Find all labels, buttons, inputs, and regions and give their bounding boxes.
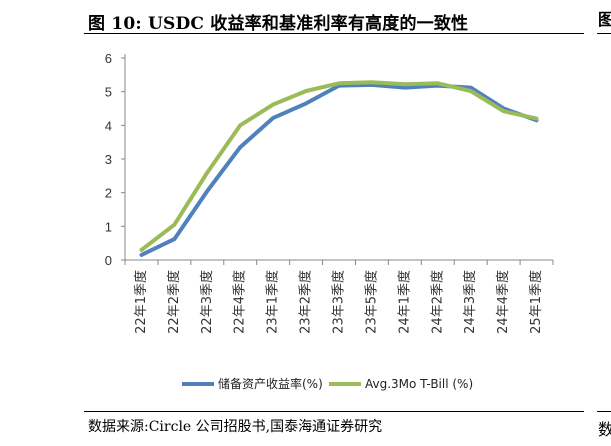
data-point-series-1 xyxy=(172,237,176,241)
x-tick-label: 22年2季度 xyxy=(166,270,182,334)
data-point-series-2 xyxy=(337,81,341,85)
figure-title: 图 10: USDC 收益率和基准利率有高度的一致性 xyxy=(88,14,469,34)
y-tick-label: 5 xyxy=(105,85,112,100)
data-point-series-1 xyxy=(271,116,275,120)
adjacent-source-fragment: 数 xyxy=(598,420,611,439)
x-tick-label: 22年3季度 xyxy=(199,270,215,334)
data-point-series-2 xyxy=(172,223,176,227)
source-rule xyxy=(84,411,584,412)
data-point-series-1 xyxy=(238,145,242,149)
title-rule xyxy=(84,33,584,34)
data-point-series-2 xyxy=(205,170,209,175)
data-point-series-2 xyxy=(502,109,506,113)
figure-title-row: 图 10: USDC 收益率和基准利率有高度的一致性 xyxy=(84,6,584,34)
legend-label-1: 储备资产收益率(%) xyxy=(218,376,323,391)
data-point-series-2 xyxy=(436,81,440,85)
x-tick-label: 22年4季度 xyxy=(232,270,248,334)
y-tick-label: 2 xyxy=(105,186,112,201)
data-point-series-1 xyxy=(205,189,209,193)
adjacent-figure-title-fragment: 图 xyxy=(598,10,611,29)
x-tick-label: 23年2季度 xyxy=(298,270,314,334)
x-tick-label: 23年3季度 xyxy=(331,270,347,334)
data-point-series-2 xyxy=(534,117,539,121)
y-tick-label: 4 xyxy=(105,118,112,133)
data-point-series-2 xyxy=(304,89,308,93)
data-point-series-2 xyxy=(469,89,473,93)
adjacent-figure-rule-top xyxy=(597,33,611,34)
legend-label-2: Avg.3Mo T-Bill (%) xyxy=(365,377,473,391)
x-tick-label: 24年2季度 xyxy=(429,270,445,334)
x-tick-label: 22年1季度 xyxy=(133,270,149,334)
x-tick-label: 24年1季度 xyxy=(396,270,412,334)
data-point-series-2 xyxy=(271,102,275,107)
data-point-series-1 xyxy=(469,86,473,90)
source-note: 数据来源:Circle 公司招股书,国泰海通证券研究 xyxy=(88,419,383,435)
series-line-1 xyxy=(139,82,539,257)
y-tick-label: 3 xyxy=(105,152,112,167)
adjacent-figure-rule-bottom xyxy=(597,411,611,412)
data-point-series-2 xyxy=(238,123,242,127)
x-tick-label: 24年4季度 xyxy=(495,270,511,334)
x-tick-label: 24年3季度 xyxy=(462,270,478,334)
y-tick-label: 1 xyxy=(105,219,112,234)
data-point-series-1 xyxy=(139,253,144,257)
data-point-series-2 xyxy=(139,248,144,252)
x-tick-label: 23年1季度 xyxy=(265,270,281,334)
x-tick-label: 23年5季度 xyxy=(363,270,379,334)
data-point-series-2 xyxy=(370,80,374,84)
data-point-series-1 xyxy=(304,101,308,105)
x-tick-label: 25年1季度 xyxy=(528,270,544,334)
y-tick-label: 0 xyxy=(105,253,112,268)
y-tick-label: 6 xyxy=(105,51,112,66)
series-line-2 xyxy=(139,80,539,252)
data-point-series-1 xyxy=(403,86,407,90)
data-point-series-2 xyxy=(403,82,407,86)
